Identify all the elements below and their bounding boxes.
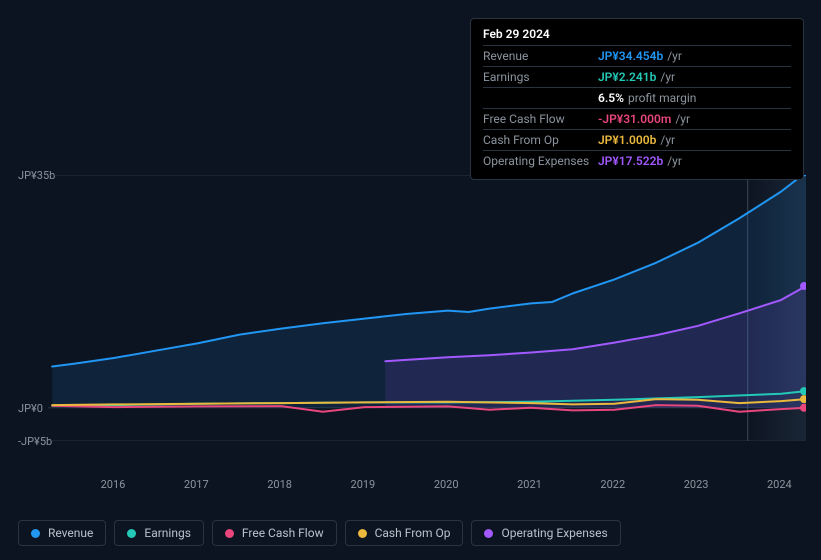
tooltip-value: 6.5% [598, 91, 624, 105]
tooltip-label: Cash From Op [483, 133, 598, 147]
tooltip-row: 6.5% profit margin [483, 88, 791, 109]
tooltip-value: JP¥34.454b [598, 49, 663, 63]
tooltip-label: Free Cash Flow [483, 112, 598, 126]
tooltip-date: Feb 29 2024 [483, 27, 791, 46]
legend-dot-icon [225, 529, 234, 538]
legend-item[interactable]: Earnings [114, 520, 204, 546]
tooltip-suffix: /yr [667, 49, 682, 63]
legend-label: Earnings [144, 526, 191, 540]
tooltip-suffix: /yr [660, 133, 675, 147]
chart-tooltip: Feb 29 2024 RevenueJP¥34.454b/yrEarnings… [470, 18, 804, 180]
x-axis-label: 2020 [434, 478, 459, 491]
legend-label: Revenue [48, 526, 93, 540]
chart-area[interactable]: JP¥35bJP¥0-JP¥5b 20162017201820192020202… [18, 160, 808, 480]
tooltip-value: JP¥17.522b [598, 154, 663, 168]
legend-dot-icon [358, 529, 367, 538]
x-axis-label: 2018 [267, 478, 292, 491]
tooltip-suffix: /yr [675, 112, 690, 126]
y-axis-label: JP¥0 [18, 402, 43, 415]
x-axis-label: 2017 [184, 478, 209, 491]
chart-legend: Revenue Earnings Free Cash Flow Cash From O… [18, 520, 621, 546]
legend-item[interactable]: Free Cash Flow [212, 520, 337, 546]
legend-item[interactable]: Operating Expenses [471, 520, 620, 546]
x-axis-label: 2021 [517, 478, 542, 491]
tooltip-row: EarningsJP¥2.241b/yr [483, 67, 791, 88]
legend-label: Free Cash Flow [242, 526, 324, 540]
tooltip-row: Free Cash Flow-JP¥31.000m/yr [483, 109, 791, 130]
tooltip-suffix: /yr [660, 70, 675, 84]
tooltip-value: JP¥2.241b [598, 70, 656, 84]
chart-plot [48, 175, 806, 441]
legend-item[interactable]: Cash From Op [345, 520, 464, 546]
tooltip-value: -JP¥31.000m [598, 112, 671, 126]
tooltip-row: Operating ExpensesJP¥17.522b/yr [483, 151, 791, 171]
legend-dot-icon [127, 529, 136, 538]
tooltip-label: Earnings [483, 70, 598, 84]
tooltip-row: Cash From OpJP¥1.000b/yr [483, 130, 791, 151]
tooltip-row: RevenueJP¥34.454b/yr [483, 46, 791, 67]
tooltip-suffix: /yr [667, 154, 682, 168]
x-axis-label: 2024 [767, 478, 792, 491]
tooltip-label: Operating Expenses [483, 154, 598, 168]
x-axis-label: 2016 [101, 478, 126, 491]
x-axis-label: 2023 [684, 478, 709, 491]
legend-item[interactable]: Revenue [18, 520, 106, 546]
legend-label: Operating Expenses [501, 526, 607, 540]
x-axis-label: 2019 [351, 478, 376, 491]
tooltip-value: JP¥1.000b [598, 133, 656, 147]
tooltip-suffix: profit margin [628, 91, 696, 105]
x-axis-label: 2022 [600, 478, 625, 491]
tooltip-label [483, 91, 598, 105]
chart-svg [48, 175, 806, 441]
legend-dot-icon [31, 529, 40, 538]
legend-dot-icon [484, 529, 493, 538]
legend-label: Cash From Op [375, 526, 451, 540]
tooltip-label: Revenue [483, 49, 598, 63]
